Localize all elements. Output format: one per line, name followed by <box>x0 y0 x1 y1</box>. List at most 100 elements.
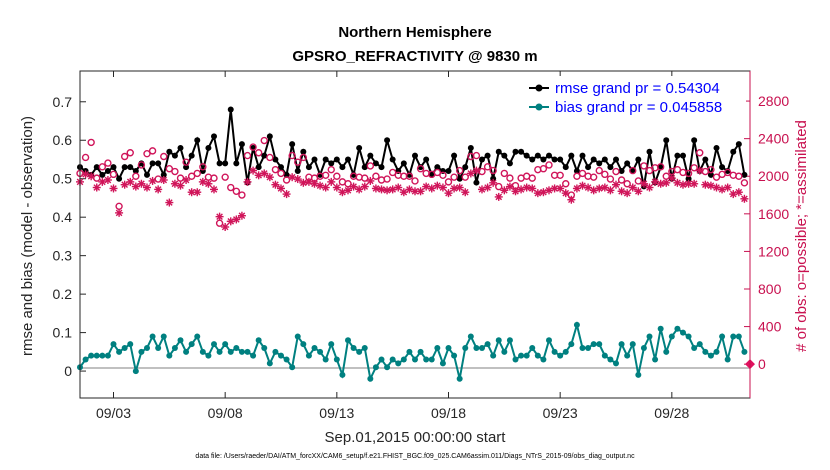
bias-point <box>333 356 340 363</box>
possible-point <box>483 163 492 171</box>
possible-point <box>109 170 118 179</box>
assimilated-point-stroke <box>411 187 419 195</box>
rmse-point <box>99 171 106 178</box>
rmse-point <box>261 152 268 159</box>
assimilated-point <box>600 183 609 192</box>
assimilated-point <box>667 174 676 183</box>
assimilated-point-stroke <box>713 184 720 191</box>
assimilated-point-stroke <box>260 170 268 177</box>
bias-point <box>451 352 458 359</box>
possible-point <box>629 166 637 175</box>
possible-point <box>433 168 442 177</box>
bias-point <box>255 337 262 344</box>
rmse-point <box>663 137 670 144</box>
bias-point <box>238 348 245 355</box>
assimilated-point <box>528 184 537 193</box>
assimilated-point-stroke <box>612 181 620 189</box>
y-axis-label-right: # of obs: o=possible; *=assimilated <box>793 120 810 352</box>
bias-point <box>322 356 329 363</box>
bias-point <box>199 348 206 355</box>
bias-point <box>495 337 502 344</box>
assimilated-point <box>282 190 291 199</box>
assimilated-point-stroke <box>333 184 341 191</box>
rmse-point <box>183 164 190 171</box>
assimilated-point <box>277 184 285 193</box>
bias-point <box>573 321 580 328</box>
bias-point <box>439 360 446 367</box>
assimilated-point-stroke <box>607 187 614 194</box>
rmse-point <box>194 137 201 144</box>
assimilated-point-stroke <box>573 185 581 192</box>
rmse-point <box>116 175 123 182</box>
assimilated-point-stroke <box>668 174 676 182</box>
rmse-point <box>144 171 150 178</box>
possible-point <box>740 179 749 187</box>
bias-point <box>551 348 558 355</box>
assimilated-point <box>734 188 743 197</box>
assimilated-point <box>383 186 392 195</box>
bias-point <box>523 352 530 359</box>
assimilated-point <box>612 180 620 189</box>
possible-point <box>137 161 146 169</box>
assimilated-point-stroke <box>501 187 508 194</box>
assimilated-point-stroke <box>484 184 491 191</box>
rmse-point <box>462 164 469 171</box>
assimilated-point <box>444 189 453 198</box>
bias-point <box>127 341 134 348</box>
rmse-point <box>361 164 368 171</box>
rmse-point <box>479 156 485 163</box>
rmse-point <box>289 141 296 148</box>
assimilated-point-stroke <box>316 182 324 189</box>
rmse-point <box>166 148 173 155</box>
y-tick-label: 0.2 <box>53 286 73 302</box>
possible-point <box>299 153 308 162</box>
assimilated-point <box>461 188 470 197</box>
possible-point <box>104 159 112 167</box>
rmse-point <box>216 160 223 167</box>
bias-point <box>261 344 268 351</box>
assimilated-point-stroke <box>595 185 603 192</box>
assimilated-point-stroke <box>149 177 156 185</box>
rmse-point <box>300 148 307 155</box>
assimilated-point <box>126 177 135 186</box>
rmse-point <box>713 144 720 151</box>
bias-point <box>227 348 234 355</box>
rmse-point <box>104 168 111 175</box>
assimilated-point <box>360 182 369 191</box>
assimilated-point <box>533 189 542 198</box>
bias-point <box>171 344 178 351</box>
possible-point <box>372 172 380 180</box>
assimilated-point <box>355 185 364 194</box>
assimilated-point-stroke <box>579 182 586 189</box>
rmse-point <box>456 175 463 182</box>
assimilated-point-stroke <box>355 186 363 193</box>
possible-point <box>612 167 620 176</box>
rmse-point <box>412 152 418 159</box>
rmse-point <box>691 137 698 144</box>
assimilated-point-stroke <box>93 184 101 191</box>
bias-point <box>138 348 145 355</box>
bias-point <box>479 344 485 351</box>
assimilated-point <box>595 184 604 193</box>
bias-point <box>423 356 430 363</box>
possible-point <box>606 175 615 183</box>
rmse-point <box>177 144 184 151</box>
assimilated-point <box>679 180 687 189</box>
assimilated-point <box>701 180 710 189</box>
assimilated-point-stroke <box>646 184 653 191</box>
rmse-point <box>266 133 273 140</box>
assimilated-point-stroke <box>327 178 335 186</box>
assimilated-point-stroke <box>154 186 162 193</box>
bias-point <box>194 333 201 340</box>
assimilated-point-stroke <box>188 188 195 196</box>
bias-point <box>250 352 257 359</box>
assimilated-point <box>159 176 168 184</box>
possible-point <box>684 169 693 178</box>
y-right-tick-label: 2800 <box>758 93 789 109</box>
assimilated-point <box>651 177 660 186</box>
assimilated-point-stroke <box>249 167 257 174</box>
assimilated-point <box>260 169 269 178</box>
bias-point <box>121 344 128 351</box>
rmse-point <box>171 152 178 159</box>
bias-point <box>211 341 217 348</box>
